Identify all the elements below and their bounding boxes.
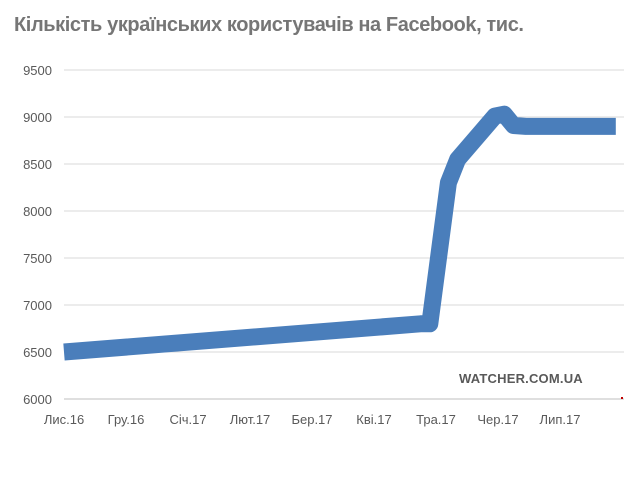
y-tick-label: 7000 (23, 298, 52, 313)
gridlines (64, 69, 624, 400)
x-tick-label: Січ.17 (169, 412, 206, 427)
x-tick-label: Чер.17 (477, 412, 518, 427)
y-tick-label: 7500 (23, 251, 52, 266)
watermark-text: WATCHER.COM.UA (459, 371, 583, 386)
x-tick-label: Гру.16 (108, 412, 145, 427)
x-tick-label: Лис.16 (44, 412, 84, 427)
chart-title: Кількість українських користувачів на Fa… (14, 14, 524, 36)
x-tick-label: Лют.17 (230, 412, 271, 427)
x-axis-tick-labels: Лис.16 Гру.16 Січ.17 Лют.17 Бер.17 Кві.17 Тра.… (44, 412, 581, 427)
series-line-0 (63, 105, 616, 361)
y-tick-label: 6500 (23, 345, 52, 360)
x-tick-label: Тра.17 (416, 412, 456, 427)
y-tick-label: 9500 (23, 63, 52, 78)
corner-marker (621, 397, 623, 399)
y-tick-label: 8000 (23, 204, 52, 219)
series-lines (63, 105, 616, 361)
y-tick-label: 6000 (23, 392, 52, 407)
x-tick-label: Лип.17 (540, 412, 581, 427)
x-tick-label: Бер.17 (291, 412, 332, 427)
y-tick-label: 9000 (23, 110, 52, 125)
y-tick-label: 8500 (23, 157, 52, 172)
y-axis-tick-labels: 6000 6500 7000 7500 8000 8500 9000 9500 (23, 63, 52, 407)
x-tick-label: Кві.17 (356, 412, 391, 427)
